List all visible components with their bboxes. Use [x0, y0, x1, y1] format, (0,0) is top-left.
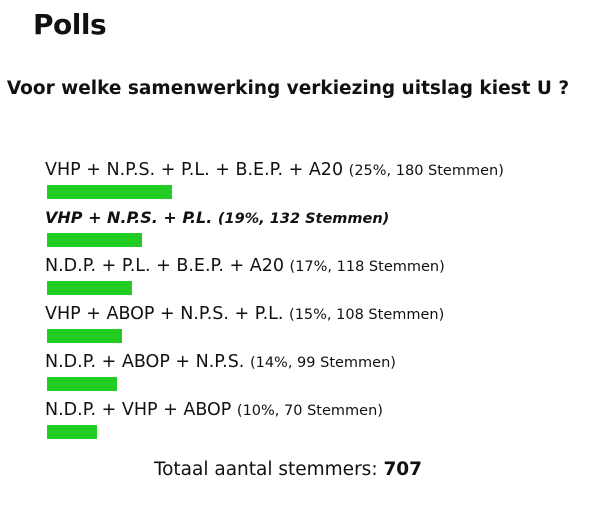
poll-option-name: VHP + ABOP + N.P.S. + P.L. [45, 304, 284, 324]
poll-option-result: (19%, 132 Stemmen) [217, 211, 390, 227]
poll-total-value: 707 [383, 459, 423, 480]
poll-option-result: (25%, 180 Stemmen) [348, 163, 504, 179]
poll-option: N.D.P. + ABOP + N.P.S. (14%, 99 Stemmen) [45, 349, 585, 397]
poll-question-text: Voor welke samenwerking verkiezing uitsl… [6, 78, 570, 99]
poll-option-label: VHP + N.P.S. + P.L. (19%, 132 Stemmen) [45, 205, 585, 232]
poll-option-result: (17%, 118 Stemmen) [289, 259, 445, 275]
poll-total-label: Totaal aantal stemmers: [153, 459, 378, 480]
poll-option-result: (14%, 99 Stemmen) [249, 355, 396, 371]
poll-option-bar-track [47, 377, 547, 391]
poll-option-bar-track [47, 329, 547, 343]
poll-option-bar [47, 185, 172, 199]
poll-option-bar [47, 233, 142, 247]
poll-question: Voor welke samenwerking verkiezing uitsl… [0, 74, 576, 104]
poll-option: VHP + N.P.S. + P.L. + B.E.P. + A20 (25%,… [45, 157, 585, 205]
poll-option: N.D.P. + VHP + ABOP (10%, 70 Stemmen) [45, 397, 585, 445]
poll-option-label: N.D.P. + P.L. + B.E.P. + A20 (17%, 118 S… [45, 253, 585, 280]
poll-option: VHP + N.P.S. + P.L. (19%, 132 Stemmen) [45, 205, 585, 253]
poll-option-name: N.D.P. + VHP + ABOP [45, 400, 232, 420]
poll-option-label: VHP + ABOP + N.P.S. + P.L. (15%, 108 Ste… [45, 301, 585, 328]
poll-total: Totaal aantal stemmers: 707 [0, 459, 576, 480]
poll-option-name: VHP + N.P.S. + P.L. + B.E.P. + A20 [45, 160, 344, 180]
poll-option-name: VHP + N.P.S. + P.L. [45, 208, 213, 227]
poll-option: N.D.P. + P.L. + B.E.P. + A20 (17%, 118 S… [45, 253, 585, 301]
poll-option-label: N.D.P. + VHP + ABOP (10%, 70 Stemmen) [45, 397, 585, 424]
poll-option-bar-track [47, 233, 547, 247]
poll-option-bar [47, 281, 132, 295]
poll-results-list: VHP + N.P.S. + P.L. + B.E.P. + A20 (25%,… [45, 157, 585, 445]
poll-option-bar-track [47, 185, 547, 199]
poll-option-bar-track [47, 425, 547, 439]
poll-option-bar [47, 377, 117, 391]
poll-option-name: N.D.P. + ABOP + N.P.S. [45, 352, 245, 372]
poll-option-result: (15%, 108 Stemmen) [289, 307, 445, 323]
poll-option-label: N.D.P. + ABOP + N.P.S. (14%, 99 Stemmen) [45, 349, 585, 376]
poll-option-result: (10%, 70 Stemmen) [236, 403, 383, 419]
poll-option-label: VHP + N.P.S. + P.L. + B.E.P. + A20 (25%,… [45, 157, 585, 184]
poll-option-bar [47, 329, 122, 343]
poll-option-bar [47, 425, 97, 439]
poll-option: VHP + ABOP + N.P.S. + P.L. (15%, 108 Ste… [45, 301, 585, 349]
polls-heading: Polls [33, 8, 107, 41]
poll-option-name: N.D.P. + P.L. + B.E.P. + A20 [45, 256, 284, 276]
poll-option-bar-track [47, 281, 547, 295]
